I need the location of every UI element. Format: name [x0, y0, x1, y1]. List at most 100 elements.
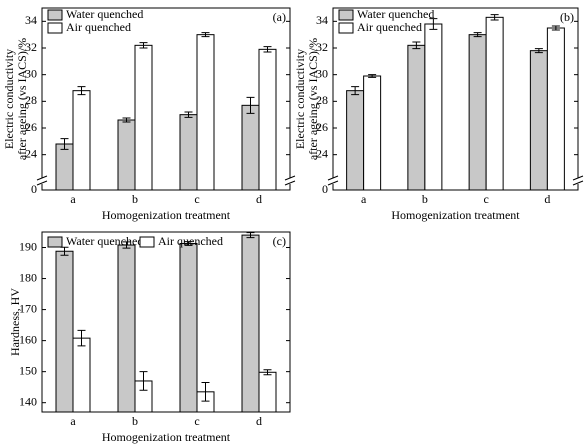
error-bar	[122, 117, 131, 123]
x-axis-label: Homogenization treatment	[102, 208, 231, 222]
x-axis-label: Homogenization treatment	[391, 208, 520, 222]
axis-break-gap	[328, 178, 583, 184]
y-tick-label: 30	[316, 66, 328, 80]
plot-frame	[332, 7, 579, 191]
x-tick-label: b	[132, 192, 138, 206]
y-axis-label: after ageing (vs IACS)/%	[306, 38, 320, 160]
error-bar	[246, 96, 255, 114]
bar	[179, 242, 198, 413]
legend-swatch	[338, 22, 354, 34]
bar	[346, 90, 365, 191]
y-tick-label: 28	[25, 93, 37, 107]
y-tick-label: 190	[19, 239, 37, 253]
x-tick-label: c	[483, 192, 488, 206]
error-bar	[122, 241, 131, 249]
error-bar	[263, 46, 272, 53]
error-bar	[184, 241, 193, 246]
bar	[241, 104, 260, 191]
panel-label: (c)	[273, 234, 286, 248]
legend-label: Air quenched	[158, 234, 223, 248]
bar	[258, 371, 277, 413]
bar	[485, 16, 504, 191]
error-bar	[184, 111, 193, 118]
y-tick-label: 34	[25, 13, 37, 27]
axis-break	[284, 175, 296, 186]
axis-break	[327, 175, 339, 186]
error-bar	[60, 138, 69, 150]
x-tick-label: a	[70, 414, 76, 428]
bar	[241, 234, 260, 413]
legend-swatch	[47, 236, 63, 248]
error-bar	[351, 86, 360, 96]
bar	[72, 90, 91, 191]
y-tick-label: 32	[25, 40, 37, 54]
panel-label: (a)	[273, 10, 286, 24]
y-tick-label: 140	[19, 394, 37, 408]
legend-swatch	[139, 236, 155, 248]
y-tick-label: 32	[316, 40, 328, 54]
y-tick-label: 34	[316, 13, 328, 27]
y-axis-label: Electric conductivity	[293, 49, 307, 149]
legend-label: Air quenched	[66, 20, 131, 34]
y-tick-label: 0	[31, 182, 37, 196]
bar	[196, 34, 215, 191]
legend-label: Water quenched	[66, 7, 143, 21]
y-tick-label: 180	[19, 270, 37, 284]
y-tick-label: 0	[322, 182, 328, 196]
x-tick-label: b	[132, 414, 138, 428]
y-tick-label: 24	[316, 146, 328, 160]
error-bar	[429, 18, 438, 30]
bar	[72, 337, 91, 413]
error-bar	[473, 32, 482, 38]
axis-break-gap	[37, 178, 295, 184]
y-axis-label: Hardness, HV	[8, 288, 22, 356]
bar	[407, 44, 426, 191]
y-tick-label: 24	[25, 146, 37, 160]
bar	[134, 44, 153, 191]
x-tick-label: b	[422, 192, 428, 206]
error-bar	[246, 232, 255, 239]
panel-label: (b)	[560, 10, 574, 24]
error-bar	[368, 74, 377, 78]
y-axis-label: Electric conductivity	[2, 49, 16, 149]
x-axis-label: Homogenization treatment	[102, 430, 231, 444]
y-tick-label: 150	[19, 363, 37, 377]
bar	[258, 48, 277, 191]
bar	[179, 114, 198, 191]
legend-label: Water quenched	[357, 7, 434, 21]
x-tick-label: d	[544, 192, 550, 206]
bar	[117, 244, 136, 413]
bar	[529, 50, 548, 191]
bar	[468, 34, 487, 191]
y-axis-label: after ageing (vs IACS)/%	[15, 38, 29, 160]
legend-label: Water quenched	[66, 234, 143, 248]
y-tick-label: 170	[19, 301, 37, 315]
error-bar	[412, 41, 421, 50]
error-bar	[139, 371, 148, 391]
legend-swatch	[338, 9, 354, 21]
y-tick-label: 30	[25, 66, 37, 80]
error-bar	[551, 25, 560, 31]
x-tick-label: d	[256, 192, 262, 206]
legend-swatch	[47, 22, 63, 34]
plot-frame	[41, 7, 291, 191]
x-tick-label: a	[361, 192, 367, 206]
bar	[363, 75, 382, 191]
x-tick-label: a	[70, 192, 76, 206]
x-tick-label: c	[194, 414, 199, 428]
x-tick-label: c	[194, 192, 199, 206]
bar	[117, 119, 136, 191]
bar	[546, 27, 565, 191]
error-bar	[201, 382, 210, 402]
plot-frame	[41, 231, 291, 413]
error-bar	[534, 48, 543, 54]
error-bar	[77, 329, 86, 347]
axis-break	[36, 175, 48, 186]
error-bar	[77, 86, 86, 96]
x-tick-label: d	[256, 414, 262, 428]
bar	[55, 143, 74, 191]
y-tick-label: 26	[316, 120, 328, 134]
y-tick-label: 28	[316, 93, 328, 107]
legend-label: Air quenched	[357, 20, 422, 34]
